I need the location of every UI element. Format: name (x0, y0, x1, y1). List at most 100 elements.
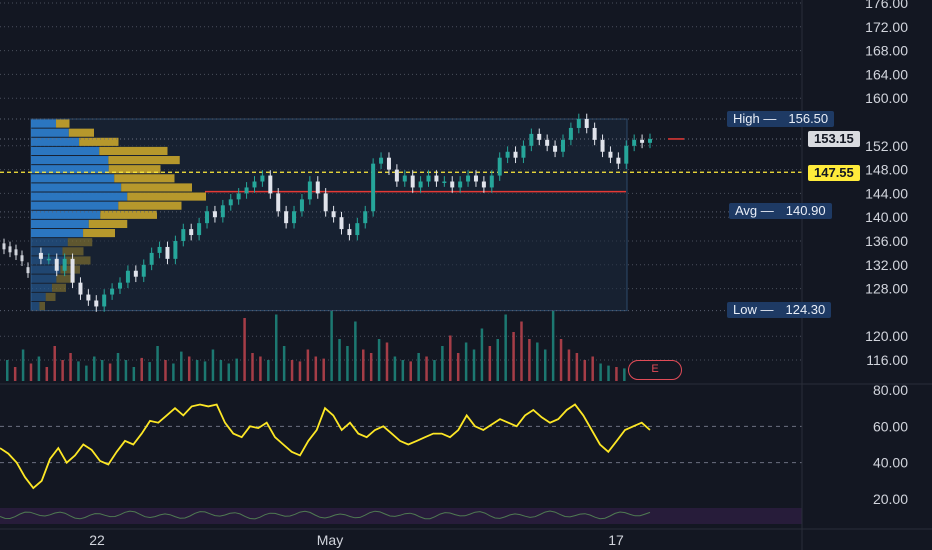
volume-bar (488, 346, 492, 381)
volume-bar (274, 314, 278, 381)
candle-body (450, 181, 455, 188)
profile-bar-up (31, 265, 61, 274)
profile-bar-up (31, 128, 69, 137)
candle-body (26, 267, 30, 274)
candle-body (386, 157, 391, 170)
candle-body (260, 175, 265, 182)
candle-body (529, 133, 534, 146)
volume-bar (385, 342, 389, 381)
profile-bar-up (31, 219, 89, 229)
volume-bar (227, 363, 231, 381)
candle-body (473, 175, 478, 182)
candle-body (481, 181, 486, 188)
candle-body (149, 252, 154, 265)
profile-bar-up (31, 156, 109, 165)
candle-body (141, 264, 146, 277)
time-tick-label: 17 (608, 532, 624, 548)
candle-body (181, 229, 186, 241)
volume-bar (417, 353, 420, 381)
low-label: Low124.30 (727, 302, 832, 318)
candle-body (118, 282, 123, 289)
candle-body (38, 252, 43, 259)
volume-bar (472, 349, 476, 381)
candle-body (521, 145, 526, 158)
candle-body (560, 139, 565, 152)
volume-bar (362, 349, 365, 381)
volume-bar (211, 349, 215, 381)
candle-body (20, 255, 24, 262)
volume-bar (13, 367, 17, 381)
candle-body (315, 181, 320, 194)
candle-body (220, 205, 225, 218)
candle-body (505, 151, 510, 158)
rsi-tick-label: 60.00 (873, 418, 908, 434)
volume-bar (29, 363, 33, 381)
volume-bar (235, 358, 238, 381)
price-tick-label: 176.00 (865, 0, 908, 11)
profile-bar-down (114, 174, 175, 183)
candle-body (537, 133, 542, 140)
candle-body (553, 145, 558, 152)
volume-bar (77, 361, 80, 381)
candle-body (133, 270, 138, 277)
profile-bar-down (108, 165, 161, 174)
current-price-label: 147.55 (808, 165, 860, 181)
volume-bar (338, 339, 341, 381)
volume-bar (290, 360, 294, 381)
volume-bar (623, 368, 626, 381)
candle-body (339, 217, 344, 230)
candle-body (307, 181, 312, 200)
profile-bar-down (62, 247, 84, 256)
profile-bar-up (31, 201, 119, 210)
profile-bar-up (31, 174, 115, 183)
volume-bar (37, 356, 41, 381)
volume-bar (61, 360, 64, 381)
earnings-marker[interactable]: E (628, 360, 682, 380)
candle-body (205, 211, 210, 224)
price-tick-label: 132.00 (865, 257, 908, 273)
volume-bar (195, 360, 199, 381)
rsi-tick-label: 20.00 (873, 491, 908, 507)
candle-body (632, 139, 637, 146)
volume-bar (369, 353, 373, 381)
candle-body (402, 175, 407, 182)
volume-bar (615, 367, 618, 381)
candle-body (394, 169, 399, 182)
candle-body (189, 229, 194, 236)
profile-bar-down (121, 183, 192, 192)
volume-bar (53, 346, 56, 381)
candle-body (363, 211, 368, 224)
volume-bar (267, 360, 270, 381)
candle-body (165, 246, 170, 259)
profile-bar-up (31, 146, 100, 156)
price-tick-label: 144.00 (865, 185, 908, 201)
candle-body (497, 157, 502, 176)
candle-body (640, 139, 645, 143)
volume-bar (607, 365, 610, 381)
time-axis: 22 May 17 (89, 532, 624, 548)
volume-bar (536, 342, 539, 381)
volume-bar (543, 349, 547, 381)
volume-bar (456, 353, 460, 381)
candle-body (46, 258, 51, 261)
profile-bar-down (65, 256, 91, 265)
profile-bar-down (79, 137, 119, 146)
profile-bar-up (31, 210, 101, 219)
candle-body (466, 175, 471, 182)
profile-bar-down (52, 283, 66, 292)
volume-bar (156, 346, 159, 381)
volume-bar (282, 346, 286, 381)
profile-bar-up (31, 301, 40, 311)
volume-bar (21, 349, 25, 381)
volume-bar (433, 360, 436, 381)
volume-bar (180, 351, 183, 381)
candle-body (8, 246, 12, 253)
volume-bar (559, 339, 563, 381)
profile-bar-up (31, 192, 128, 201)
candle-body (418, 181, 423, 188)
profile-bar-down (56, 119, 70, 128)
volume-bar (187, 356, 191, 381)
profile-bar-down (88, 219, 128, 229)
